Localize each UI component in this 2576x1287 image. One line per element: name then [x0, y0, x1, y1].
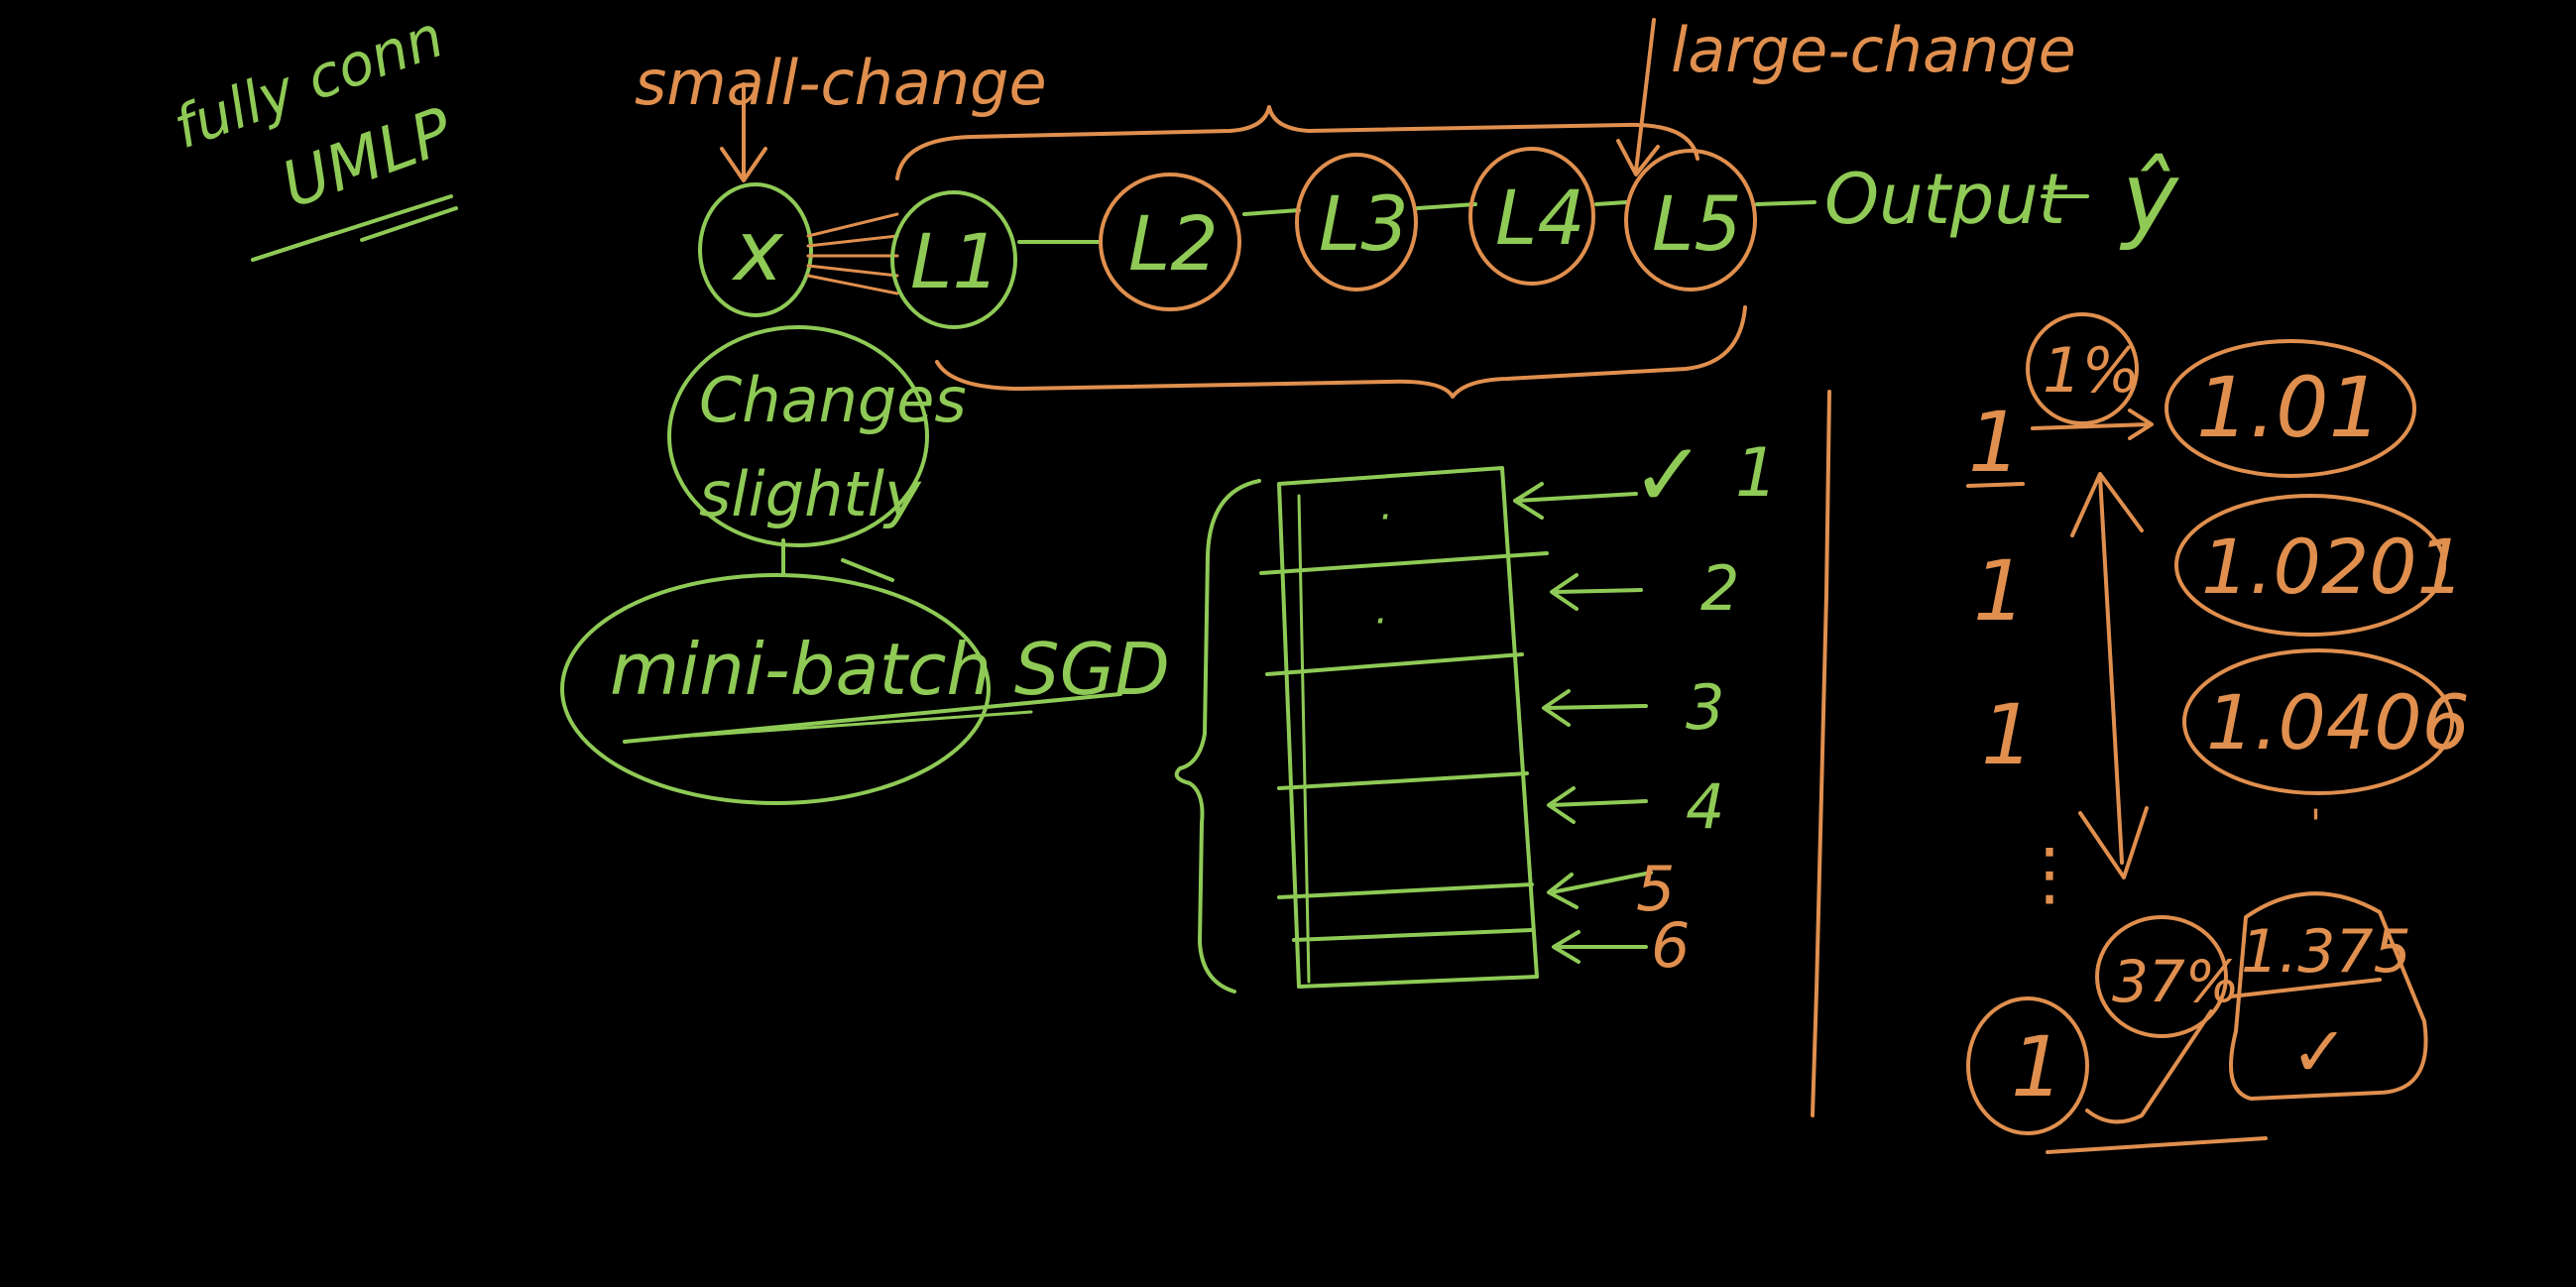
value-bottom-shape: [2229, 891, 2428, 1101]
batch-number-1: 1: [1735, 434, 1778, 513]
mini-batch-sgd-annotation: mini-batch SGD: [560, 573, 1170, 805]
value-1-text: 1.01: [2196, 359, 2382, 456]
batch-separator-5: [1292, 928, 1534, 942]
table-dot-1: ·: [1378, 495, 1391, 540]
changes-slightly-annotation: Changes slightly: [667, 325, 967, 582]
changes-slightly-line-1: Changes: [699, 364, 967, 436]
row-one-1: 1: [1968, 394, 2021, 491]
table-dot-2: ·: [1373, 599, 1386, 644]
layers-top-brace: [895, 105, 1699, 180]
changes-slightly-line-2: slightly: [699, 458, 922, 530]
dataset-table-outline: [1277, 466, 1539, 989]
batch-arrows: [1513, 482, 1653, 964]
changes-slightly-arrow: [781, 538, 894, 582]
bottom-connector: [2085, 1009, 2213, 1124]
rate-bottom-text: 37%: [2112, 948, 2240, 1015]
mini-batch-underline-2: [692, 710, 1033, 738]
row-one-3: 1: [1981, 686, 2034, 783]
layer-node-L5-circle: [1624, 149, 1757, 292]
layer-node-L1-label: L1: [910, 217, 1000, 305]
batch-number-6: 6: [1651, 909, 1690, 982]
layer-node-L4-circle: [1468, 147, 1595, 286]
layers-bottom-brace: [935, 305, 1747, 399]
layer-node-L4-label: L4: [1495, 174, 1585, 262]
connector-L4-L5: [1594, 200, 1628, 206]
network-diagram: x L1 L2 L3 L4 L5: [698, 105, 2179, 399]
input-node-label: x: [731, 202, 784, 299]
layer-node-L2-label: L2: [1128, 199, 1219, 288]
mini-batch-circle: [560, 573, 991, 805]
rate-top-text: 1%: [2043, 334, 2140, 407]
small-change-annotation: small-change: [635, 47, 1047, 182]
batch-number-4: 4: [1686, 770, 1724, 843]
large-change-arrow: [1616, 18, 1660, 176]
small-change-text: small-change: [635, 47, 1047, 119]
dataset-left-brace: [1174, 479, 1261, 994]
value-tick: ': [2310, 802, 2321, 848]
layer-node-L3-circle: [1295, 153, 1418, 292]
rate-bottom-circle: [2095, 915, 2228, 1038]
umlp-underline-2: [360, 206, 458, 242]
double-arrow: [2070, 472, 2149, 879]
layer-node-L3-label: L3: [1319, 179, 1409, 268]
batch-separator-3: [1277, 771, 1529, 790]
compounding-example: 1 1 1 ⋮ 1% 1.01 1.0201 1.0406 ' 1 37% 1.…: [1966, 312, 2470, 1154]
layer-node-L1-circle: [890, 190, 1017, 329]
value-3-text: 1.0406: [2206, 678, 2470, 766]
input-node-circle: [698, 182, 813, 317]
row-one-2: 1: [1973, 542, 2026, 640]
value-1-circle: [2165, 339, 2416, 478]
batch-number-2: 2: [1700, 552, 1739, 625]
value-bottom-text: 1.375: [2241, 917, 2411, 987]
value-2-circle: [2174, 494, 2446, 637]
layer-node-L2-circle: [1099, 173, 1241, 311]
dataset-table-inner-line: [1297, 494, 1311, 984]
connector-L3-L4: [1416, 202, 1477, 210]
layer-node-L5-label: L5: [1652, 179, 1742, 268]
vertical-divider: [1811, 390, 1831, 1117]
input-fan-connections: [806, 212, 899, 295]
y-hat-label: ŷ: [2119, 142, 2179, 253]
value-3-circle: [2182, 648, 2454, 795]
bottom-final-underline: [2046, 1136, 2268, 1154]
batch-number-5: 5: [1636, 853, 1675, 925]
batch-separator-4: [1277, 882, 1534, 899]
output-label: Output: [1824, 159, 2068, 240]
bottom-one-text: 1: [2011, 1018, 2063, 1115]
batch-separator-2: [1265, 652, 1524, 676]
value-2-text: 1.0201: [2201, 523, 2465, 611]
value-bottom-check: ✓: [2290, 1011, 2349, 1093]
large-change-annotation: large-change: [1616, 14, 2076, 176]
large-change-text: large-change: [1671, 14, 2076, 86]
value-bottom-underline: [2229, 978, 2382, 998]
connector-L5-output: [1755, 200, 1816, 206]
small-change-arrow: [720, 82, 767, 182]
changes-slightly-circle: [667, 325, 929, 547]
row-one-1-underline: [1966, 482, 2025, 488]
batch-1-check: ✓: [1631, 423, 1705, 527]
connector-L2-L3: [1242, 208, 1301, 216]
batch-number-3: 3: [1686, 671, 1724, 744]
ellipsis-dots: ⋮: [2015, 833, 2084, 914]
batch-separator-1: [1259, 551, 1549, 575]
note-fully-connected: fully conn UMLP: [166, 2, 463, 262]
bottom-one-circle: [1966, 996, 2089, 1135]
rate-top-arrow: [2031, 409, 2154, 440]
umlp-underline-3: [251, 232, 334, 262]
rate-top-circle: [2026, 312, 2139, 425]
dataset-batches: · · ✓ 1 2 3 4 5 6: [1174, 423, 1778, 994]
